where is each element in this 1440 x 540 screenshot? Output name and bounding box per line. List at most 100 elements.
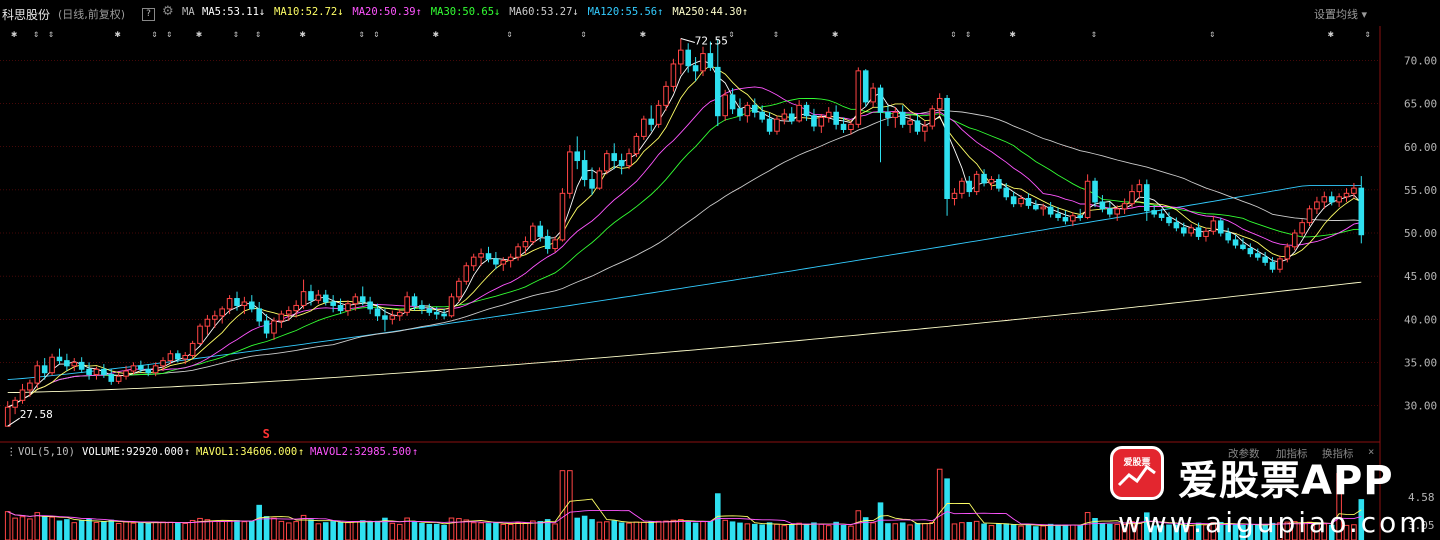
- volume-bar: [678, 519, 684, 540]
- volume-bar: [108, 519, 115, 540]
- candle-body: [641, 118, 647, 137]
- volume-bar: [330, 521, 336, 540]
- stock-name[interactable]: 科思股份: [2, 8, 51, 22]
- volume-bar: [1277, 522, 1283, 540]
- candle: [1203, 227, 1209, 242]
- candle-body: [700, 53, 706, 72]
- candle: [1321, 191, 1328, 209]
- volume-bar: [885, 523, 891, 540]
- candle: [352, 293, 359, 311]
- volume-bar: [729, 521, 736, 540]
- candle: [263, 314, 270, 339]
- candle-body: [1217, 220, 1224, 234]
- candle: [1166, 212, 1172, 227]
- candle: [670, 58, 677, 92]
- candle-body: [840, 123, 847, 130]
- volume-panel: 4.58 3.05: [4, 468, 1435, 540]
- candle: [596, 167, 603, 190]
- candle: [530, 222, 536, 246]
- candle-body: [626, 153, 632, 167]
- candle-body: [862, 70, 869, 103]
- candle-body: [426, 308, 433, 313]
- candle: [892, 107, 899, 128]
- switch-indicator-button[interactable]: 换指标: [1322, 448, 1354, 460]
- help-icon[interactable]: ?: [142, 6, 155, 21]
- volume-bar: [1351, 524, 1357, 540]
- candle-body: [522, 241, 529, 248]
- ma-legend-ma20: MA20:50.39↑: [352, 6, 422, 18]
- close-icon[interactable]: ×: [1368, 446, 1375, 458]
- candle: [234, 291, 240, 311]
- candle: [604, 150, 610, 175]
- candle-body: [175, 353, 181, 360]
- candle-body: [345, 303, 351, 312]
- high-price-label: 72.55: [695, 35, 728, 48]
- candle: [1062, 210, 1069, 225]
- candle: [4, 401, 11, 427]
- candle-body: [1084, 180, 1091, 218]
- settings-ma-link[interactable]: 设置均线 ▾: [1314, 6, 1367, 22]
- ma-legend-ma5: MA5:53.11↓: [202, 6, 266, 18]
- candle: [367, 296, 373, 315]
- watermark-logo: 爱股票 爱股票APP www.aigupiao.com: [1106, 444, 1440, 540]
- candle-body: [670, 63, 677, 87]
- candle-body: [877, 87, 884, 113]
- candle-body: [515, 246, 521, 258]
- volume-bar: [145, 522, 152, 540]
- candle-body: [759, 111, 765, 120]
- period-label[interactable]: (日线,前复权): [58, 8, 126, 21]
- candle-body: [885, 111, 891, 118]
- candle: [796, 100, 802, 123]
- candle: [1151, 205, 1157, 218]
- y-tick-label: 65.00: [1404, 98, 1437, 111]
- volume-bar: [463, 519, 470, 540]
- volume-bar: [744, 523, 751, 540]
- vol-settings-icon[interactable]: ⋮: [6, 446, 17, 458]
- help-icon-glyph: ?: [142, 8, 155, 21]
- candle-body: [212, 315, 218, 320]
- candle-body: [1203, 230, 1209, 237]
- candle: [1033, 200, 1039, 211]
- candle: [130, 362, 137, 375]
- add-indicator-button[interactable]: 加指标: [1276, 448, 1308, 460]
- candle: [678, 38, 684, 75]
- volume-bar: [1099, 523, 1106, 540]
- event-marker-icon: ⇕: [255, 29, 261, 40]
- gear-icon[interactable]: ⚙: [162, 4, 174, 19]
- candle-body: [167, 353, 174, 362]
- volume-bar: [670, 519, 677, 540]
- candle-body: [404, 296, 410, 313]
- candle: [1299, 219, 1305, 237]
- candle: [1351, 182, 1357, 199]
- volume-bar: [788, 524, 795, 540]
- candle-body: [951, 192, 958, 199]
- candle-body: [189, 342, 196, 356]
- candle: [12, 396, 18, 415]
- candle-body: [692, 65, 699, 72]
- candle: [463, 262, 470, 285]
- mavol1-line: [7, 498, 1362, 527]
- candle-body: [1070, 215, 1076, 222]
- candle-body: [478, 253, 484, 258]
- volume-bar: [234, 520, 240, 540]
- change-params-button[interactable]: 改参数: [1228, 448, 1260, 460]
- volume-bar: [152, 521, 159, 540]
- volume-header: ⋮ VOL(5,10) VOLUME:92920.000 ↑ MAVOL1:34…: [0, 444, 1440, 460]
- ma-line-ma10: [7, 64, 1362, 408]
- volume-bar: [219, 521, 225, 540]
- candle: [1136, 179, 1143, 199]
- candle-body: [574, 151, 581, 162]
- candle: [544, 229, 551, 254]
- event-marker-icon: ✱: [1328, 29, 1334, 40]
- candle: [744, 101, 751, 123]
- candle: [685, 43, 691, 73]
- volume-bar: [12, 517, 18, 540]
- candle: [138, 360, 144, 373]
- candle: [1328, 191, 1335, 206]
- candle: [522, 236, 529, 254]
- candle-body: [315, 294, 322, 301]
- candle: [914, 113, 921, 135]
- candle-body: [1291, 232, 1298, 248]
- candle: [411, 293, 418, 311]
